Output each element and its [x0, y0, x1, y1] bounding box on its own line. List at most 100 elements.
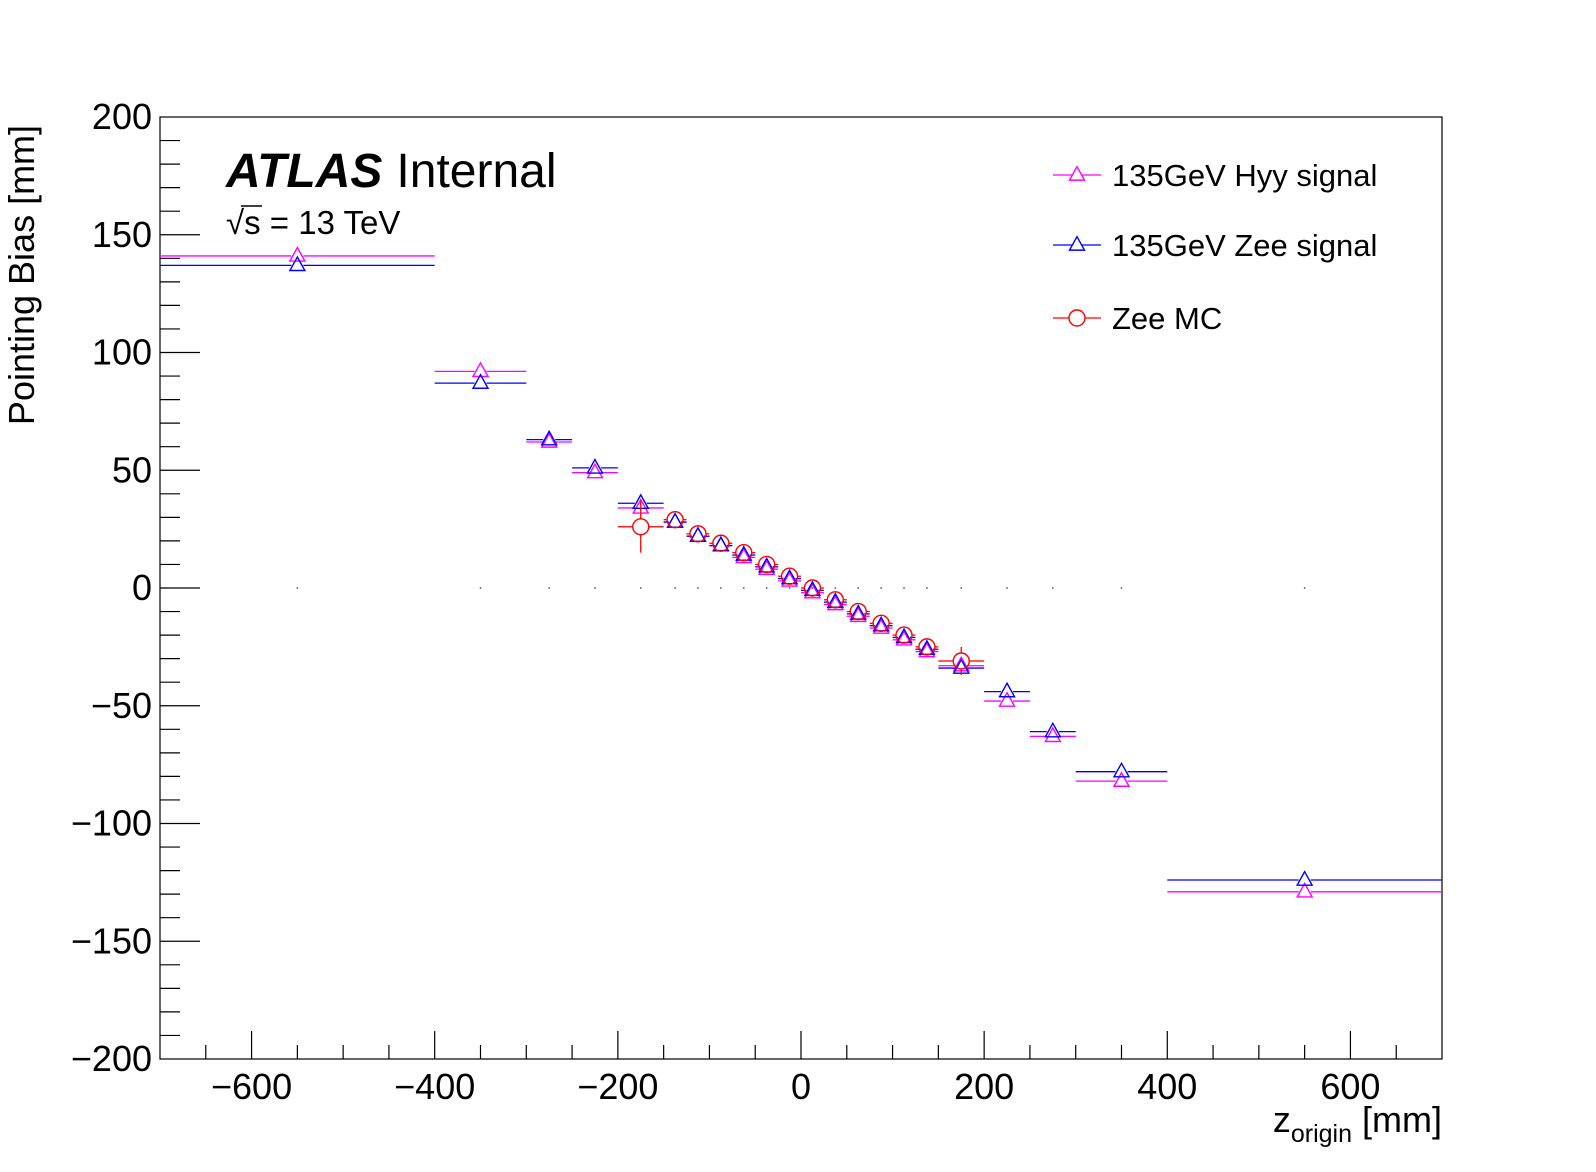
data-point	[586, 458, 604, 474]
data-point	[803, 579, 822, 597]
zero-dot	[594, 587, 596, 589]
data-point	[540, 432, 558, 448]
zero-dot	[960, 587, 963, 589]
data-point	[1112, 771, 1131, 787]
zero-dot	[788, 587, 791, 589]
x-tick-label: 600	[1320, 1066, 1380, 1107]
data-point	[471, 373, 490, 389]
data-point	[803, 582, 822, 599]
data-point	[826, 591, 845, 609]
y-tick-label: −150	[71, 920, 152, 961]
data-point	[586, 462, 604, 479]
legend-label: 135GeV Hyy signal	[1112, 158, 1377, 193]
series-135gev-hyy-signal	[160, 246, 1442, 898]
data-point	[1295, 881, 1314, 898]
zero-dot	[926, 587, 928, 589]
atlas-status: Internal	[396, 145, 556, 198]
legend-marker	[1068, 309, 1086, 327]
legend-label: 135GeV Zee signal	[1112, 228, 1377, 263]
y-axis-ticks: −200 −150 −100 −50 0 50 100 150 200	[71, 96, 200, 1079]
zero-dot	[1303, 587, 1306, 589]
data-point	[826, 594, 845, 611]
zero-dot	[765, 587, 768, 589]
data-point	[471, 361, 490, 378]
legend: 135GeV Hyy signal 135GeV Zee signal Zee MC	[1053, 158, 1377, 336]
data-point	[998, 691, 1016, 707]
zero-dot	[857, 587, 860, 589]
x-axis-label-var: z	[1273, 1099, 1291, 1140]
zero-dot	[811, 587, 814, 589]
zero-dot	[719, 587, 722, 589]
data-point	[288, 246, 307, 262]
series-zee-mc	[617, 500, 985, 676]
y-axis-label: Pointing Bias [mm]	[1, 125, 42, 425]
data-point	[872, 618, 890, 634]
legend-item: 135GeV Hyy signal	[1053, 158, 1377, 193]
energy-value: = 13 TeV	[261, 204, 401, 241]
legend-label: Zee MC	[1112, 301, 1222, 336]
data-point	[757, 559, 776, 575]
data-point	[1044, 721, 1062, 738]
atlas-experiment: ATLAS	[225, 145, 382, 198]
data-point	[757, 555, 776, 574]
data-point	[780, 567, 799, 585]
legend-marker	[1068, 235, 1086, 251]
data-point	[998, 681, 1016, 698]
data-point	[849, 602, 867, 621]
y-tick-label: 0	[132, 567, 152, 608]
zero-reference-dots	[296, 587, 1306, 589]
data-point	[780, 571, 799, 587]
x-axis-label-sub: origin	[1291, 1120, 1352, 1148]
data-point	[895, 626, 913, 644]
x-tick-label: 0	[791, 1066, 811, 1107]
data-point	[540, 429, 558, 446]
y-tick-label: −100	[71, 803, 152, 844]
data-point	[632, 518, 650, 536]
x-tick-label: 200	[954, 1066, 1014, 1107]
zero-dot	[1120, 587, 1123, 589]
data-point	[666, 511, 684, 529]
y-tick-label: 100	[92, 332, 152, 373]
legend-marker	[1068, 165, 1086, 181]
data-point	[952, 652, 970, 670]
data-point	[712, 534, 730, 552]
zero-dot	[296, 587, 299, 589]
data-series	[160, 246, 1442, 898]
zero-dot	[548, 587, 551, 589]
zero-dot	[903, 587, 905, 589]
data-point	[872, 614, 890, 633]
zero-dot	[1051, 587, 1054, 589]
data-point	[1044, 726, 1062, 743]
y-tick-label: 50	[112, 449, 152, 490]
data-point	[735, 543, 753, 562]
zero-dot	[674, 587, 676, 589]
data-point	[689, 525, 707, 543]
data-point	[735, 547, 753, 564]
energy-variable: s	[244, 204, 261, 241]
zero-dot	[834, 587, 837, 589]
sqrt-symbol: √	[226, 204, 245, 241]
legend-item: Zee MC	[1053, 301, 1222, 336]
zero-dot	[742, 587, 745, 589]
zero-dot	[639, 587, 642, 589]
data-point	[918, 638, 936, 656]
zero-dot	[479, 587, 482, 589]
x-tick-label: 400	[1137, 1066, 1197, 1107]
y-tick-label: −200	[71, 1038, 152, 1079]
data-point	[918, 641, 936, 658]
y-tick-label: −50	[91, 685, 152, 726]
zero-dot	[697, 587, 699, 589]
zero-dot	[880, 587, 883, 589]
x-tick-label: −400	[394, 1066, 475, 1107]
data-point	[1112, 761, 1131, 778]
x-tick-label: −600	[211, 1066, 292, 1107]
x-axis-label: zorigin [mm]	[1273, 1099, 1442, 1148]
x-axis-ticks: −600 −400 −200 0 200 400 600	[205, 1031, 1397, 1107]
legend-item: 135GeV Zee signal	[1053, 228, 1377, 263]
energy-label: √s = 13 TeV	[226, 204, 400, 241]
x-axis-label-unit: [mm]	[1362, 1099, 1442, 1140]
data-point	[895, 629, 913, 646]
data-point	[849, 606, 867, 623]
